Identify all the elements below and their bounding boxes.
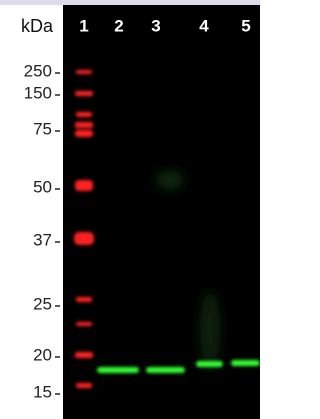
lane-label: 3 (151, 16, 160, 35)
lane-label: 4 (199, 16, 209, 35)
marker-label: 75 (33, 119, 52, 138)
faint-smear (156, 171, 184, 189)
lane-label: 2 (114, 16, 123, 35)
marker-label: 50 (33, 177, 52, 196)
marker-label: 37 (33, 230, 52, 249)
lane-label: 5 (241, 16, 250, 35)
faint-smear (200, 290, 220, 370)
marker-label: 250 (24, 61, 52, 80)
marker-label: 20 (33, 345, 52, 364)
unit-label: kDa (21, 16, 54, 36)
blot-figure: kDa 1 2 3 4 5 250 150 75 50 37 25 20 15 (0, 0, 260, 419)
top-strip (0, 0, 260, 5)
lane-label: 1 (79, 16, 88, 35)
marker-label: 25 (33, 294, 52, 313)
marker-label: 15 (33, 382, 52, 401)
marker-label: 150 (24, 83, 52, 102)
